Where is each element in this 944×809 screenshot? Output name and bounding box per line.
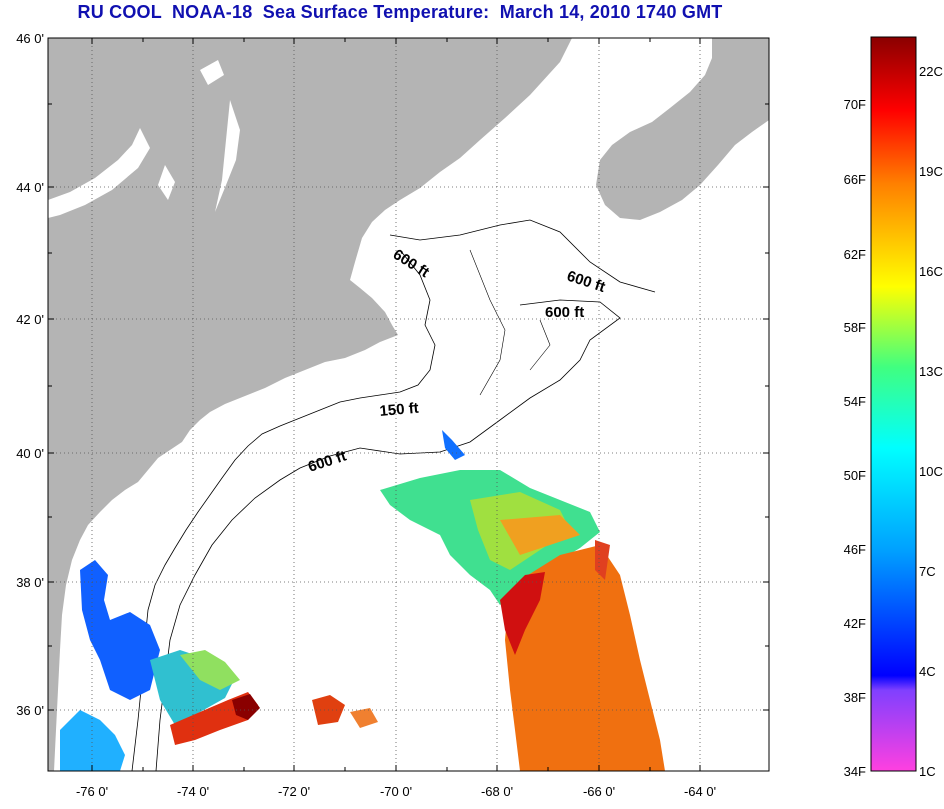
lat-label: 44 0': [16, 180, 44, 195]
colorbar-gradient: [870, 36, 917, 772]
lon-label: -64 0': [684, 784, 716, 799]
colorbar-f-label: 70F: [844, 97, 866, 112]
sst-data: [60, 430, 665, 771]
contour-label: 600 ft: [390, 246, 432, 281]
colorbar-f-label: 50F: [844, 468, 866, 483]
lat-label: 40 0': [16, 446, 44, 461]
lon-label: -66 0': [583, 784, 615, 799]
colorbar-f-label: 34F: [844, 764, 866, 779]
colorbar-f-label: 58F: [844, 320, 866, 335]
lon-label: -70 0': [380, 784, 412, 799]
contour-label: 600 ft: [565, 268, 608, 296]
colorbar-f-label: 62F: [844, 247, 866, 262]
contour-label: 600 ft: [306, 448, 349, 476]
contour-label: 150 ft: [379, 400, 420, 420]
lat-label: 46 0': [16, 31, 44, 46]
colorbar-c-label: 10C: [919, 464, 943, 479]
contour-150ft-line: [131, 249, 436, 771]
colorbar-celsius-labels: 22C 19C 16C 13C 10C 7C 4C 1C: [919, 64, 943, 779]
colorbar-c-label: 4C: [919, 664, 936, 679]
lon-label: -74 0': [177, 784, 209, 799]
colorbar-fahrenheit-labels: 70F 66F 62F 58F 54F 50F 46F 42F 38F 34F: [844, 97, 866, 779]
colorbar-f-label: 42F: [844, 616, 866, 631]
colorbar-f-label: 46F: [844, 542, 866, 557]
lat-label: 38 0': [16, 575, 44, 590]
colorbar-f-label: 38F: [844, 690, 866, 705]
contour-labels: 600 ft 600 ft 600 ft 150 ft 600 ft: [306, 246, 607, 476]
map-frame: [47, 37, 770, 772]
contour-600ft-line: [155, 219, 656, 771]
colorbar-f-label: 54F: [844, 394, 866, 409]
land-mass: [48, 38, 769, 771]
lon-label: -68 0': [481, 784, 513, 799]
grid-lines: [48, 38, 769, 771]
lat-label: 36 0': [16, 703, 44, 718]
lat-labels: 46 0' 44 0' 42 0' 40 0' 38 0' 36 0': [16, 31, 44, 718]
lat-label: 42 0': [16, 312, 44, 327]
colorbar-f-label: 66F: [844, 172, 866, 187]
tick-marks: [48, 37, 769, 771]
colorbar-c-label: 16C: [919, 264, 943, 279]
map-title: RU COOL NOAA-18 Sea Surface Temperature:…: [77, 2, 723, 22]
lon-label: -76 0': [76, 784, 108, 799]
colorbar-c-label: 22C: [919, 64, 943, 79]
colorbar-c-label: 13C: [919, 364, 943, 379]
lon-label: -72 0': [278, 784, 310, 799]
colorbar-c-label: 1C: [919, 764, 936, 779]
contour-label: 600 ft: [545, 304, 584, 321]
colorbar: 70F 66F 62F 58F 54F 50F 46F 42F 38F 34F …: [844, 36, 943, 779]
bathymetry-contours: [131, 219, 656, 771]
colorbar-c-label: 19C: [919, 164, 943, 179]
colorbar-c-label: 7C: [919, 564, 936, 579]
lon-labels: -76 0' -74 0' -72 0' -70 0' -68 0' -66 0…: [76, 784, 716, 799]
